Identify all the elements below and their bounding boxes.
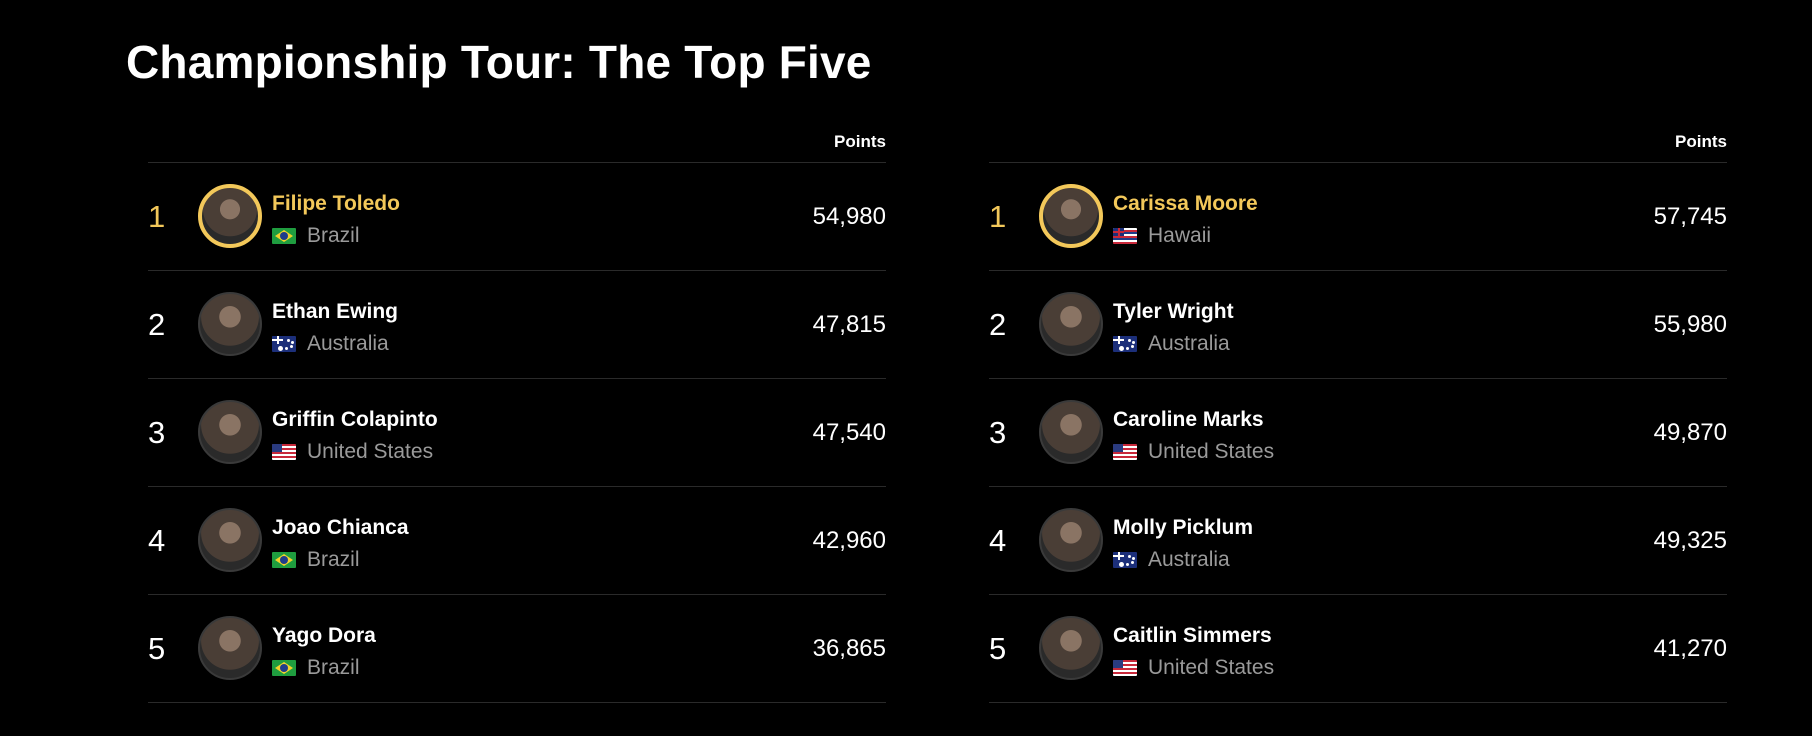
leaderboard-header: Points [989,112,1727,163]
rank-number: 2 [989,307,1007,342]
leaderboard-row[interactable]: 5 Yago Dora Brazil 36,865 [148,595,886,703]
surfer-avatar[interactable] [1039,616,1103,680]
flag-australia-icon [1113,552,1137,568]
country-name: Australia [1148,332,1230,355]
flag-usa-icon [272,444,296,460]
surfer-name[interactable]: Molly Picklum [1113,516,1254,539]
leaderboard-row[interactable]: 1 Filipe Toledo Brazil 54,980 [148,163,886,271]
rank-number: 2 [148,307,166,342]
surfer-avatar[interactable] [198,400,262,464]
country-name: United States [1148,440,1275,463]
womens-leaderboard: Points 1 Carissa Moore Hawaii 57,745 2 T… [989,112,1727,703]
surfer-name[interactable]: Caroline Marks [1113,408,1264,431]
leaderboard-row[interactable]: 4 Joao Chianca Brazil 42,960 [148,487,886,595]
country-name: United States [1148,656,1275,679]
points-value: 41,270 [1653,635,1727,662]
surfer-country: Brazil [272,223,360,249]
leaderboard-row[interactable]: 2 Tyler Wright Australia 55,980 [989,271,1727,379]
points-column-header: Points [1675,132,1727,151]
surfer-name[interactable]: Tyler Wright [1113,300,1234,323]
surfer-country: United States [1113,439,1274,465]
points-value: 47,815 [812,311,886,338]
surfer-country: Australia [1113,331,1230,357]
rank-number: 3 [989,415,1007,450]
country-name: Australia [307,332,389,355]
leaderboard-row[interactable]: 1 Carissa Moore Hawaii 57,745 [989,163,1727,271]
flag-brazil-icon [272,660,296,676]
points-value: 47,540 [812,419,886,446]
page-title: Championship Tour: The Top Five [126,36,872,88]
leaderboard-row[interactable]: 4 Molly Picklum Australia 49,325 [989,487,1727,595]
leaderboard-header: Points [148,112,886,163]
rank-number: 3 [148,415,166,450]
surfer-avatar[interactable] [1039,508,1103,572]
points-value: 36,865 [812,635,886,662]
surfer-name[interactable]: Filipe Toledo [272,192,400,215]
surfer-country: United States [272,439,433,465]
country-name: Brazil [307,656,360,679]
points-value: 54,980 [812,203,886,230]
surfer-country: United States [1113,655,1274,681]
points-column-header: Points [834,132,886,151]
surfer-avatar[interactable] [198,508,262,572]
surfer-name[interactable]: Joao Chianca [272,516,409,539]
surfer-avatar[interactable] [1039,400,1103,464]
flag-usa-icon [1113,444,1137,460]
surfer-name[interactable]: Griffin Colapinto [272,408,438,431]
points-value: 49,870 [1653,419,1727,446]
surfer-country: Hawaii [1113,223,1211,249]
surfer-avatar[interactable] [1039,184,1103,248]
surfer-name[interactable]: Carissa Moore [1113,192,1258,215]
flag-brazil-icon [272,552,296,568]
points-value: 49,325 [1653,527,1727,554]
rank-number: 5 [989,631,1007,666]
leaderboard-row[interactable]: 2 Ethan Ewing Australia 47,815 [148,271,886,379]
surfer-country: Brazil [272,547,360,573]
flag-australia-icon [272,336,296,352]
flag-brazil-icon [272,228,296,244]
surfer-country: Brazil [272,655,360,681]
surfer-country: Australia [1113,547,1230,573]
country-name: Brazil [307,548,360,571]
rank-number: 4 [989,523,1007,558]
country-name: Hawaii [1148,224,1212,247]
surfer-name[interactable]: Yago Dora [272,624,376,647]
points-value: 55,980 [1653,311,1727,338]
surfer-avatar[interactable] [198,184,262,248]
surfer-country: Australia [272,331,389,357]
flag-usa-icon [1113,660,1137,676]
rank-number: 1 [989,199,1007,234]
points-value: 57,745 [1653,203,1727,230]
surfer-name[interactable]: Caitlin Simmers [1113,624,1272,647]
flag-hawaii-icon [1113,228,1137,244]
surfer-avatar[interactable] [198,616,262,680]
leaderboard-row[interactable]: 5 Caitlin Simmers United States 41,270 [989,595,1727,703]
rank-number: 4 [148,523,166,558]
leaderboard-row[interactable]: 3 Caroline Marks United States 49,870 [989,379,1727,487]
points-value: 42,960 [812,527,886,554]
country-name: Brazil [307,224,360,247]
leaderboard-row[interactable]: 3 Griffin Colapinto United States 47,540 [148,379,886,487]
surfer-avatar[interactable] [198,292,262,356]
rank-number: 5 [148,631,166,666]
mens-leaderboard: Points 1 Filipe Toledo Brazil 54,980 2 E… [148,112,886,703]
surfer-avatar[interactable] [1039,292,1103,356]
country-name: Australia [1148,548,1230,571]
country-name: United States [307,440,434,463]
flag-australia-icon [1113,336,1137,352]
surfer-name[interactable]: Ethan Ewing [272,300,398,323]
rank-number: 1 [148,199,166,234]
